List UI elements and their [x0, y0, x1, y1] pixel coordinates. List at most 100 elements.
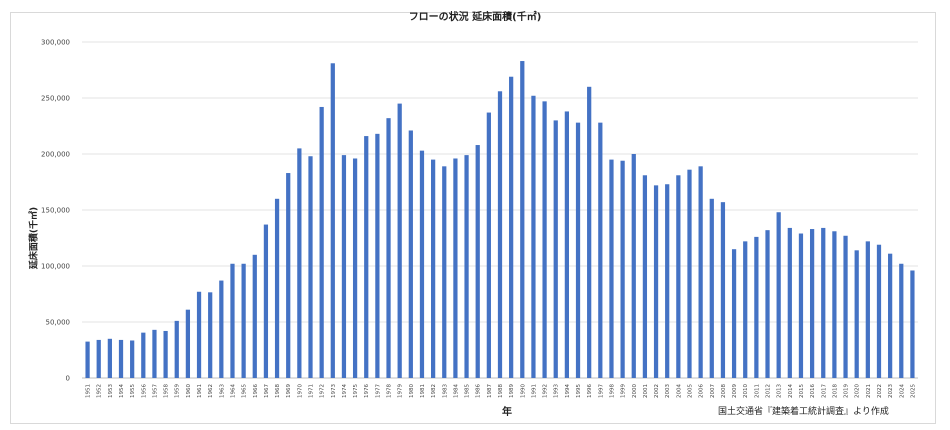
bar-2000: [631, 154, 636, 378]
x-tick-label: 1994: [565, 384, 571, 398]
x-tick-label: 2006: [699, 384, 705, 398]
x-tick-label: 1967: [264, 384, 270, 398]
bar-2001: [642, 175, 648, 378]
x-tick-label: 1958: [164, 384, 170, 398]
x-tick-label: 2011: [754, 384, 760, 398]
x-tick-label: 2019: [844, 384, 850, 398]
bar-1980: [408, 130, 413, 378]
x-tick-label: 1974: [342, 384, 348, 398]
y-tick-label: 300,000: [41, 39, 70, 47]
source-note: 国土交通省『建築着工統計調査』より作成: [718, 407, 889, 417]
x-tick-label: 1979: [398, 384, 404, 398]
x-tick-label: 2016: [810, 384, 816, 398]
bar-1983: [442, 166, 447, 378]
bar-2003: [665, 184, 670, 378]
bar-1968: [274, 198, 280, 378]
bar-2023: [888, 253, 893, 378]
bar-2007: [709, 198, 714, 378]
bar-1986: [475, 145, 480, 378]
bar-1970: [297, 148, 302, 378]
bar-1990: [520, 61, 525, 378]
x-tick-label: 1985: [465, 384, 471, 398]
x-tick-label: 1987: [487, 384, 493, 398]
bar-1985: [464, 155, 469, 378]
x-tick-label: 1954: [119, 384, 125, 398]
bar-2002: [653, 185, 659, 378]
x-tick-label: 1965: [242, 384, 248, 398]
y-tick-label: 50,000: [46, 319, 71, 327]
bar-1972: [319, 106, 324, 379]
x-axis-label: 年: [502, 407, 512, 418]
x-tick-label: 1997: [598, 384, 604, 398]
x-tick-label: 2007: [710, 384, 716, 398]
x-tick-label: 1973: [331, 384, 337, 398]
bar-1993: [553, 120, 558, 379]
bar-1977: [375, 133, 380, 378]
x-tick-label: 1955: [130, 384, 136, 398]
bar-1991: [531, 95, 536, 378]
x-tick-labels: 1951 1952 1953 1954 1955 1956 1957 1958 1959 1960…: [86, 384, 917, 398]
x-tick-label: 1990: [520, 384, 526, 398]
x-tick-label: 1969: [286, 384, 292, 398]
bar-2008: [720, 202, 726, 378]
x-tick-label: 1981: [420, 384, 426, 398]
x-tick-label: 1982: [431, 384, 437, 398]
x-tick-label: 1992: [543, 384, 549, 398]
bar-1996: [587, 86, 592, 379]
x-tick-label: 1983: [442, 384, 448, 398]
x-tick-label: 1968: [275, 384, 281, 398]
bar-2011: [754, 236, 759, 378]
bar-1988: [497, 91, 503, 378]
bar-2024: [899, 263, 904, 378]
y-tick-label: 100,000: [41, 263, 70, 271]
bar-1975: [352, 158, 358, 378]
bar-1995: [575, 122, 581, 378]
chart-title: フローの状況 延床面積(千㎡): [408, 12, 542, 23]
x-tick-label: 1951: [86, 384, 92, 398]
x-tick-label: 1975: [353, 384, 359, 398]
x-tick-label: 2003: [665, 384, 671, 398]
bar-1981: [419, 150, 425, 378]
x-tick-label: 1963: [219, 384, 225, 398]
x-tick-label: 2015: [799, 384, 805, 398]
x-tick-label: 2001: [643, 384, 649, 398]
bar-1963: [219, 280, 224, 378]
x-tick-label: 2017: [821, 384, 827, 398]
x-tick-label: 2013: [777, 384, 783, 398]
bar-1979: [397, 103, 402, 378]
x-tick-label: 2021: [866, 384, 872, 398]
x-tick-label: 1986: [476, 384, 482, 398]
x-tick-label: 1991: [531, 384, 537, 398]
x-tick-label: 2025: [910, 384, 916, 398]
x-tick-label: 1959: [175, 384, 181, 398]
x-tick-label: 2005: [687, 384, 693, 398]
x-tick-label: 2018: [832, 384, 838, 398]
bar-1998: [609, 159, 614, 378]
x-tick-label: 2008: [721, 384, 727, 398]
bar-1953: [107, 338, 112, 378]
bar-1957: [152, 329, 157, 378]
bar-1971: [308, 156, 313, 378]
bar-2019: [843, 235, 848, 378]
bar-1955: [130, 340, 135, 378]
x-tick-label: 1989: [509, 384, 515, 398]
bar-1961: [196, 291, 202, 378]
x-tick-label: 2012: [766, 384, 772, 398]
bar-1969: [286, 173, 291, 378]
bar-2017: [821, 227, 826, 378]
bar-1959: [174, 320, 179, 378]
bar-1976: [364, 136, 369, 378]
x-tick-label: 1993: [554, 384, 560, 398]
x-tick-label: 1961: [197, 384, 203, 398]
bar-1989: [509, 76, 514, 378]
bar-1994: [564, 111, 569, 378]
bar-2005: [687, 169, 692, 378]
x-tick-label: 1964: [230, 384, 236, 398]
x-tick-label: 2000: [632, 384, 638, 398]
bars: [85, 61, 915, 379]
bar-1956: [141, 332, 146, 378]
bar-2014: [787, 227, 792, 378]
x-tick-label: 1977: [375, 384, 381, 398]
x-tick-label: 2023: [888, 384, 894, 398]
bar-2004: [676, 175, 681, 378]
